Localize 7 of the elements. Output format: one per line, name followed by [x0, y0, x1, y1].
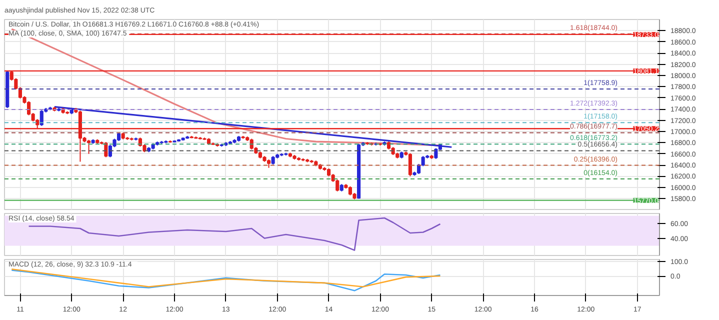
candlestick — [40, 110, 44, 126]
line-series — [10, 268, 441, 288]
line-series — [10, 270, 441, 292]
line-series — [10, 28, 442, 146]
candlestick — [434, 148, 438, 160]
candlestick — [408, 152, 412, 177]
candlestick — [104, 142, 108, 158]
